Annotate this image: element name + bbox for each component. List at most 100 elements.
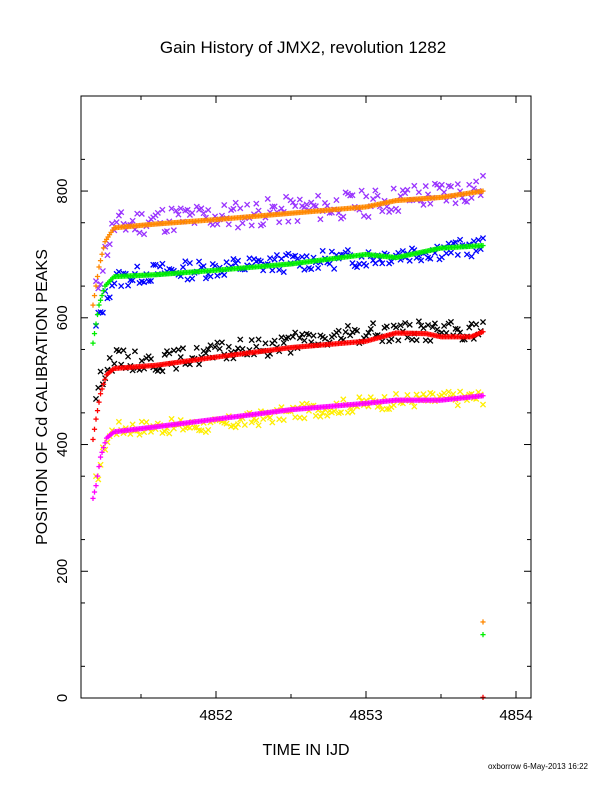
- data-point: [255, 422, 262, 429]
- data-point: [374, 192, 381, 199]
- data-point: [479, 401, 487, 408]
- data-point: [202, 350, 209, 357]
- x-tick-label: 4852: [199, 707, 232, 724]
- data-point: [365, 213, 372, 221]
- data-point: [179, 264, 187, 271]
- data-point: [262, 340, 269, 347]
- data-point: [136, 229, 143, 236]
- data-point: [191, 424, 198, 431]
- data-point: [379, 208, 386, 215]
- data-point: [420, 201, 427, 208]
- data-point: [344, 246, 351, 254]
- data-point: [337, 409, 345, 416]
- data-point: [225, 221, 232, 228]
- data-point: [124, 282, 132, 289]
- data-point: [447, 249, 455, 256]
- data-point: [473, 321, 480, 328]
- data-point: [299, 253, 306, 260]
- data-point: [99, 386, 105, 392]
- data-point: [427, 200, 434, 207]
- data-point: [379, 260, 386, 267]
- data-point: [466, 324, 473, 331]
- data-point: [99, 267, 106, 275]
- data-point: [340, 396, 347, 403]
- data-point: [115, 212, 122, 219]
- data-point: [441, 189, 448, 196]
- data-point: [289, 333, 296, 340]
- data-point: [102, 376, 108, 383]
- data-point: [93, 416, 99, 422]
- data-point: [310, 332, 317, 339]
- data-point: [136, 431, 143, 438]
- data-point: [285, 218, 292, 225]
- data-point: [94, 273, 101, 280]
- data-point: [353, 264, 361, 271]
- data-point: [319, 247, 326, 254]
- data-point: [312, 203, 319, 210]
- data-point: [145, 278, 152, 285]
- data-point: [390, 185, 397, 192]
- data-point: [129, 217, 136, 224]
- data-point: [328, 248, 335, 255]
- data-point: [287, 349, 294, 356]
- data-point: [443, 250, 450, 257]
- data-point: [104, 252, 111, 259]
- data-point: [97, 258, 104, 264]
- data-point: [278, 255, 285, 262]
- data-point: [479, 318, 487, 326]
- data-point: [253, 343, 260, 350]
- data-point: [90, 302, 96, 308]
- data-point: [234, 224, 242, 231]
- plot-frame: [80, 95, 532, 699]
- data-point: [301, 266, 308, 273]
- data-point: [173, 207, 180, 214]
- data-point: [363, 262, 370, 269]
- data-point: [395, 208, 402, 215]
- data-point: [278, 334, 285, 341]
- data-point: [134, 263, 141, 270]
- data-point: [99, 292, 105, 299]
- data-point: [269, 419, 276, 426]
- data-point: [175, 346, 182, 353]
- data-point: [388, 206, 395, 213]
- data-point: [438, 181, 445, 188]
- data-point: [170, 347, 177, 354]
- data-point: [289, 199, 296, 206]
- data-point: [326, 260, 333, 267]
- data-point: [91, 489, 98, 495]
- data-point: [468, 253, 475, 260]
- data-point: [395, 337, 402, 344]
- data-point: [335, 327, 342, 334]
- data-point: [234, 421, 242, 428]
- data-point: [94, 473, 101, 479]
- data-point: [198, 205, 205, 212]
- data-point: [230, 255, 237, 263]
- data-point: [447, 318, 455, 325]
- data-point: [237, 205, 244, 212]
- data-point: [96, 463, 102, 470]
- data-point: [118, 283, 125, 290]
- data-point: [452, 239, 459, 246]
- data-point: [260, 415, 267, 423]
- data-point: [445, 388, 452, 395]
- data-point: [214, 221, 221, 228]
- data-point: [422, 183, 429, 190]
- data-point: [184, 206, 191, 213]
- data-point: [420, 325, 427, 332]
- data-point: [193, 344, 200, 351]
- data-point: [94, 408, 101, 414]
- data-point: [168, 205, 175, 212]
- data-point: [234, 257, 242, 264]
- data-point: [129, 421, 136, 428]
- data-point: [147, 355, 155, 363]
- data-point: [170, 227, 177, 234]
- data-point: [363, 193, 370, 200]
- data-point: [294, 217, 301, 225]
- data-point: [209, 221, 216, 228]
- data-point: [143, 419, 150, 426]
- data-point: [241, 421, 248, 429]
- data-point: [163, 228, 171, 235]
- data-point: [92, 278, 100, 285]
- data-point: [436, 184, 443, 192]
- data-point: [280, 268, 287, 276]
